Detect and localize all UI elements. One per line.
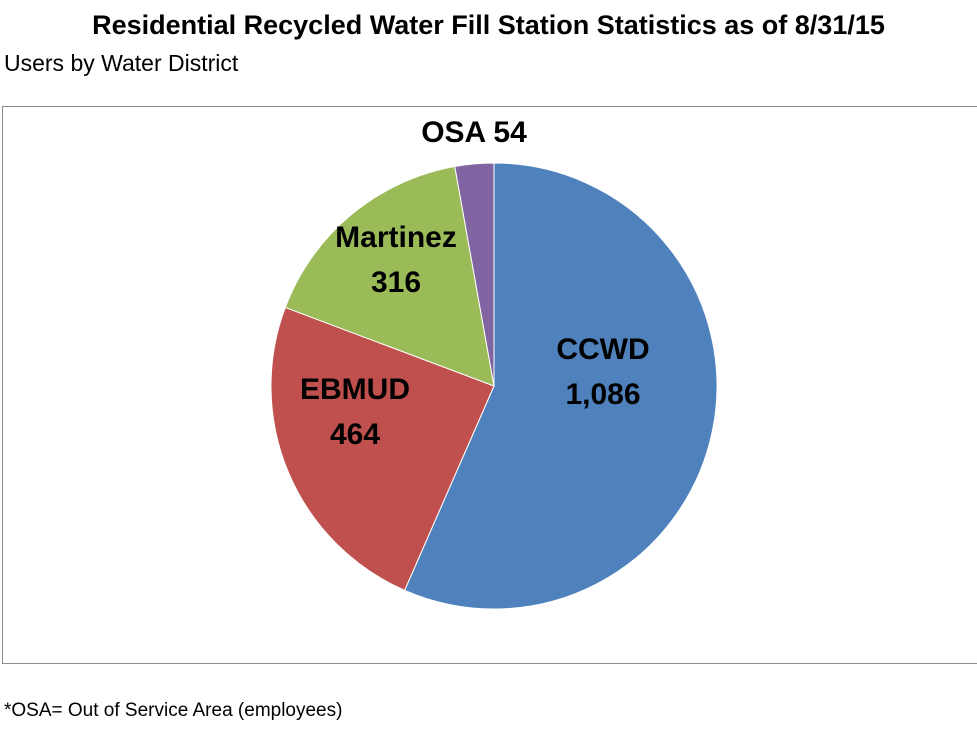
slice-label-osa: OSA 54 [421,116,527,149]
slice-value-label: 1,086 [565,378,640,411]
chart-area: CCWD 1,086 EBMUD 464 Martinez 316 OSA 54 [2,106,977,664]
slice-label-ccwd: CCWD 1,086 [556,333,649,411]
pie-chart: CCWD 1,086 EBMUD 464 Martinez 316 OSA 54 [270,116,718,610]
pie-slices [270,162,718,610]
chart-subtitle: Users by Water District [4,50,239,76]
chart-title: Residential Recycled Water Fill Station … [92,10,885,40]
slice-category-label: Martinez [335,221,457,254]
slice-label-martinez: Martinez 316 [335,221,457,299]
slice-value-label: 316 [371,266,421,299]
slice-category-label: CCWD [556,333,649,366]
pie-labels: CCWD 1,086 EBMUD 464 Martinez 316 OSA 54 [300,116,650,451]
slice-label-ebmud: EBMUD 464 [300,373,410,451]
pie-slice-osa [454,162,495,387]
pie-slice-martinez [284,165,495,387]
slice-value-label: 464 [330,418,380,451]
pie-slice-ccwd [403,162,718,610]
slice-category-label: EBMUD [300,373,410,406]
pie-slice-ebmud [270,306,495,591]
footnote: *OSA= Out of Service Area (employees) [4,700,343,721]
